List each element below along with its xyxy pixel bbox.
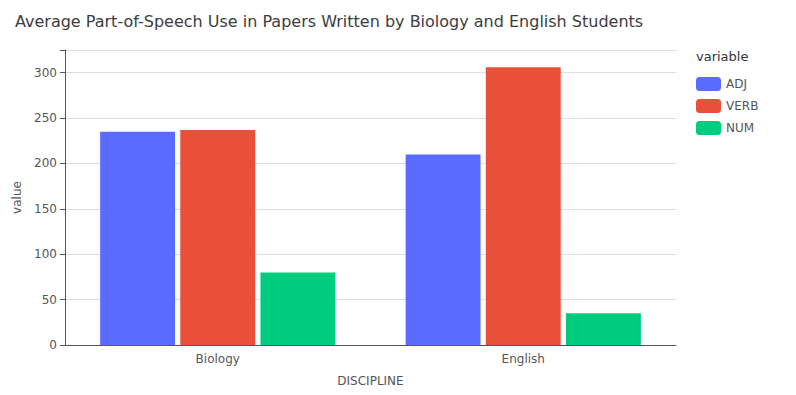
svg-text:variable: variable	[696, 49, 748, 64]
svg-text:Average Part-of-Speech Use in: Average Part-of-Speech Use in Papers Wri…	[15, 12, 643, 31]
svg-text:100: 100	[34, 247, 57, 261]
svg-text:0: 0	[49, 338, 57, 352]
svg-text:English: English	[502, 352, 545, 366]
svg-text:50: 50	[42, 293, 57, 307]
svg-text:value: value	[10, 181, 24, 214]
svg-text:ADJ: ADJ	[726, 77, 747, 91]
svg-text:VERB: VERB	[726, 99, 758, 113]
svg-text:300: 300	[34, 66, 57, 80]
svg-text:200: 200	[34, 156, 57, 170]
svg-text:NUM: NUM	[726, 121, 754, 135]
svg-text:150: 150	[34, 202, 57, 216]
svg-text:250: 250	[34, 111, 57, 125]
svg-text:Biology: Biology	[196, 352, 240, 366]
svg-text:DISCIPLINE: DISCIPLINE	[337, 374, 403, 388]
